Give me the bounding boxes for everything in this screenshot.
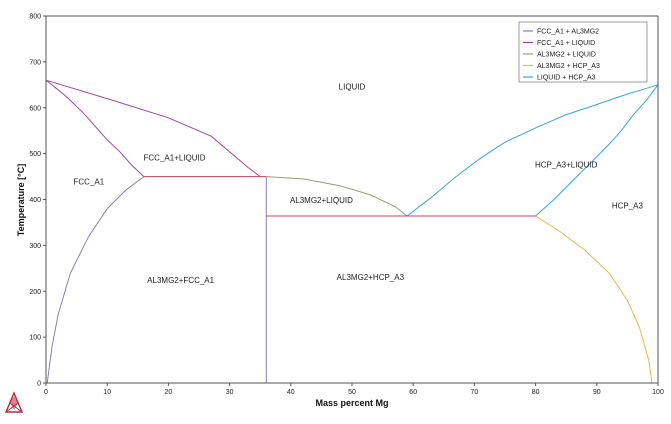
y-tick-label-2: 200: [29, 289, 41, 296]
series-line-1-0: [45, 79, 145, 177]
region-label-7: AL3MG2+HCP_A3: [337, 273, 405, 282]
x-tick-label-1: 10: [103, 389, 111, 396]
region-label-0: LIQUID: [339, 82, 366, 91]
series-line-3-0: [535, 215, 653, 384]
thermo-calc-logo: [4, 391, 24, 413]
x-tick-label-6: 60: [409, 389, 417, 396]
x-tick-label-2: 20: [165, 389, 173, 396]
legend-box: [518, 21, 648, 83]
x-tick-label-9: 90: [593, 389, 601, 396]
x-tick-label-5: 50: [348, 389, 356, 396]
y-axis-label: Temperature [°C]: [16, 164, 26, 236]
series-line-0-0: [46, 176, 145, 384]
y-tick-label-0: 0: [37, 381, 41, 388]
series-line-4-0: [406, 84, 659, 217]
region-label-4: HCP_A3+LIQUID: [535, 160, 598, 169]
x-tick-label-0: 0: [44, 389, 48, 396]
plot-area: [45, 79, 659, 384]
y-tick-label-5: 500: [29, 151, 41, 158]
y-tick-label-3: 300: [29, 243, 41, 250]
x-tick-label-10: 100: [652, 389, 664, 396]
region-annotations: LIQUID FCC_A1+LIQUID FCC_A1 AL3MG2+LIQUID HC…: [73, 82, 643, 285]
legend-label-2: AL3MG2 + LIQUID: [537, 52, 596, 59]
x-tick-label-8: 80: [532, 389, 540, 396]
y-tick-label-8: 800: [29, 14, 41, 21]
region-label-1: FCC_A1+LIQUID: [144, 154, 206, 163]
y-tick-label-6: 600: [29, 105, 41, 112]
region-label-6: AL3MG2+FCC_A1: [147, 276, 214, 285]
region-label-3: AL3MG2+LIQUID: [290, 196, 353, 205]
region-label-5: HCP_A3: [612, 202, 644, 211]
legend-label-4: LIQUID + HCP_A3: [537, 75, 596, 82]
series-line-4-1: [535, 84, 659, 217]
region-label-2: FCC_A1: [73, 177, 104, 186]
x-tick-label-4: 40: [287, 389, 295, 396]
legend-label-1: FCC_A1 + LIQUID: [537, 40, 595, 47]
legend: FCC_A1 + AL3MG2 FCC_A1 + LIQUID AL3MG2 + L…: [518, 21, 648, 83]
y-tick-label-7: 700: [29, 59, 41, 66]
legend-label-0: FCC_A1 + AL3MG2: [537, 29, 599, 36]
y-tick-label-4: 400: [29, 197, 41, 204]
legend-label-3: AL3MG2 + HCP_A3: [537, 63, 600, 70]
x-tick-label-7: 70: [471, 389, 479, 396]
x-axis-label: Mass percent Mg: [315, 398, 388, 408]
x-tick-label-3: 30: [226, 389, 234, 396]
series-line-2-0: [266, 176, 408, 217]
series-line-1-1: [45, 79, 261, 177]
y-tick-label-1: 100: [29, 335, 41, 342]
